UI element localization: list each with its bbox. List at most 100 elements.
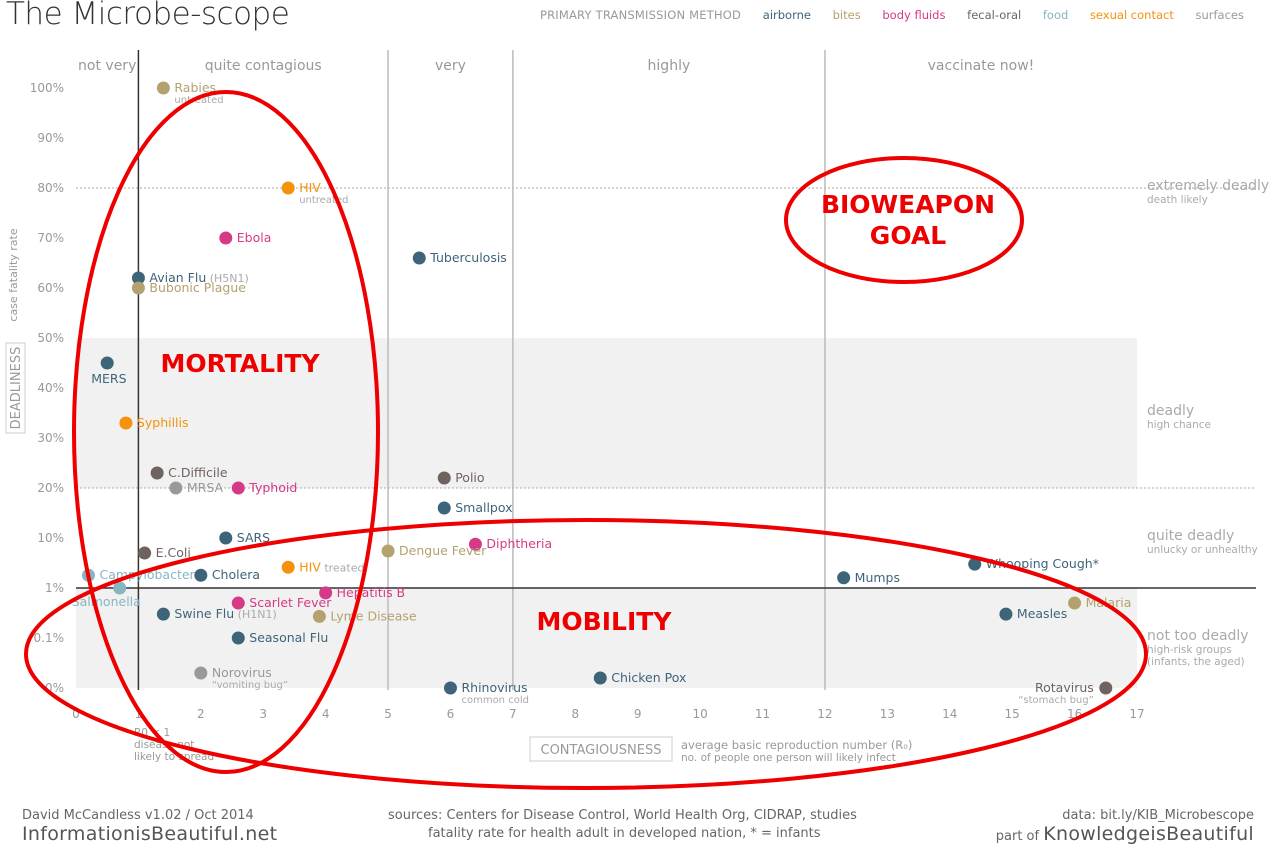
point-marker (312, 609, 326, 623)
point-marker (999, 607, 1013, 621)
mortality-label: MORTALITY (160, 349, 320, 378)
point-marker (412, 251, 426, 265)
point-label: C.Difficile (168, 465, 228, 480)
point-label: Measles (1017, 606, 1067, 621)
data-point: SARS (219, 530, 270, 545)
band-not-too-deadly (76, 588, 1137, 688)
point-label: HIV treated (299, 559, 364, 574)
y-axis-note: case fatality rate (7, 228, 20, 321)
point-marker (119, 416, 133, 430)
point-marker (1099, 681, 1113, 695)
x-axis-note-2: no. of people one person will likely inf… (681, 752, 896, 764)
point-label: Diphtheria (486, 536, 552, 551)
x-tick-label: 5 (384, 707, 392, 721)
y-axis-label: DEADLINESS (9, 347, 24, 430)
data-point: Seasonal Flu (231, 630, 328, 645)
data-point: Diphtheria (468, 536, 552, 551)
point-note: common cold (461, 695, 528, 706)
point-label: Tuberculosis (429, 250, 507, 265)
point-label: SARS (237, 530, 270, 545)
point-label: Rhinovirus (461, 680, 527, 695)
x-tick-label: 3 (259, 707, 267, 721)
data-point: Rotavirus“stomach bug” (1018, 680, 1113, 706)
deadliness-band-label: not too deadly (1147, 628, 1249, 644)
x-axis-label: CONTAGIOUSNESS (541, 743, 662, 758)
point-marker (156, 607, 170, 621)
background-bands (76, 338, 1137, 688)
y-axis-label-box (5, 342, 26, 434)
point-marker (281, 560, 295, 574)
footer-site: InformationisBeautiful.net (22, 823, 278, 845)
y-tick-label: 60% (37, 281, 64, 295)
legend-title: PRIMARY TRANSMISSION METHOD (539, 8, 742, 22)
x-tick-label: 10 (692, 707, 707, 721)
data-point: Norovirus“vomiting bug” (194, 665, 288, 691)
data-point: Hepatitis B (319, 585, 405, 600)
point-note: (H1N1) (234, 608, 277, 621)
point-marker (231, 481, 245, 495)
data-point: Salmonella (72, 581, 141, 609)
deadliness-band-sub: death likely (1147, 194, 1208, 206)
point-marker (194, 568, 208, 582)
transmission-legend: PRIMARY TRANSMISSION METHOD airborne bit… (540, 8, 1244, 22)
point-marker (593, 671, 607, 685)
data-point: Cholera (194, 567, 260, 582)
deadliness-band-label: quite deadly (1147, 528, 1234, 544)
point-label: Hepatitis B (337, 585, 406, 600)
point-marker (468, 537, 482, 551)
deadliness-band-sub: unlucky or unhealthy (1147, 544, 1258, 556)
data-point: Whooping Cough* (968, 556, 1099, 571)
point-marker (1068, 596, 1082, 610)
footer-sources: sources: Centers for Disease Control, Wo… (388, 808, 857, 823)
data-point: Chicken Pox (593, 670, 686, 685)
point-marker (219, 231, 233, 245)
point-label: HIV (299, 180, 321, 195)
x-tick-label: 15 (1005, 707, 1020, 721)
r0-note: likely to spread (134, 751, 214, 763)
mobility-ellipse (24, 518, 1148, 790)
data-point: Swine Flu (H1N1) (156, 606, 277, 621)
x-tick-label: 13 (880, 707, 895, 721)
legend-item-body-fluids: body fluids (882, 8, 946, 22)
point-note: “vomiting bug” (212, 680, 288, 691)
x-tick-label: 0 (72, 707, 80, 721)
point-label: Ebola (237, 230, 272, 245)
page-title: The Microbe-scope (6, 0, 290, 32)
point-label: Scarlet Fever (249, 595, 332, 610)
point-label: Dengue Fever (399, 543, 487, 558)
point-note: “stomach bug” (1018, 695, 1094, 706)
legend-item-sexual-contact: sexual contact (1089, 8, 1174, 22)
point-label: Rabies (174, 80, 216, 95)
point-marker (131, 271, 145, 285)
data-points: RabiesuntreatedHIVuntreatedEbolaTubercul… (72, 80, 1132, 706)
bioweapon-label: BIOWEAPON (821, 190, 995, 219)
y-tick-label: 100% (30, 81, 64, 95)
grid-lines (76, 50, 1256, 690)
data-point: Bubonic Plague (131, 280, 246, 295)
y-tick-label: 20% (37, 481, 64, 495)
point-marker (319, 586, 333, 600)
point-label: Seasonal Flu (249, 630, 328, 645)
footer-data-link: data: bit.ly/KIB_Microbescope (1062, 808, 1254, 823)
contagion-band-label: quite contagious (205, 58, 322, 74)
point-label: MERS (91, 371, 126, 386)
point-marker (437, 471, 451, 485)
data-point: MRSA (169, 480, 223, 495)
x-tick-label: 14 (942, 707, 957, 721)
x-tick-label: 7 (509, 707, 517, 721)
footer-part-of: part of KnowledgeisBeautiful (996, 823, 1254, 845)
point-marker (169, 481, 183, 495)
point-marker (138, 546, 152, 560)
footer-fatality-note: fatality rate for health adult in develo… (428, 826, 821, 841)
point-note: treated (321, 561, 365, 574)
y-tick-label: 90% (37, 131, 64, 145)
point-marker (837, 571, 851, 585)
data-point: Scarlet Fever (231, 595, 332, 610)
point-marker (231, 596, 245, 610)
point-label: Rotavirus (1035, 680, 1094, 695)
point-marker (437, 501, 451, 515)
deadliness-band-sub: high chance (1147, 419, 1211, 431)
